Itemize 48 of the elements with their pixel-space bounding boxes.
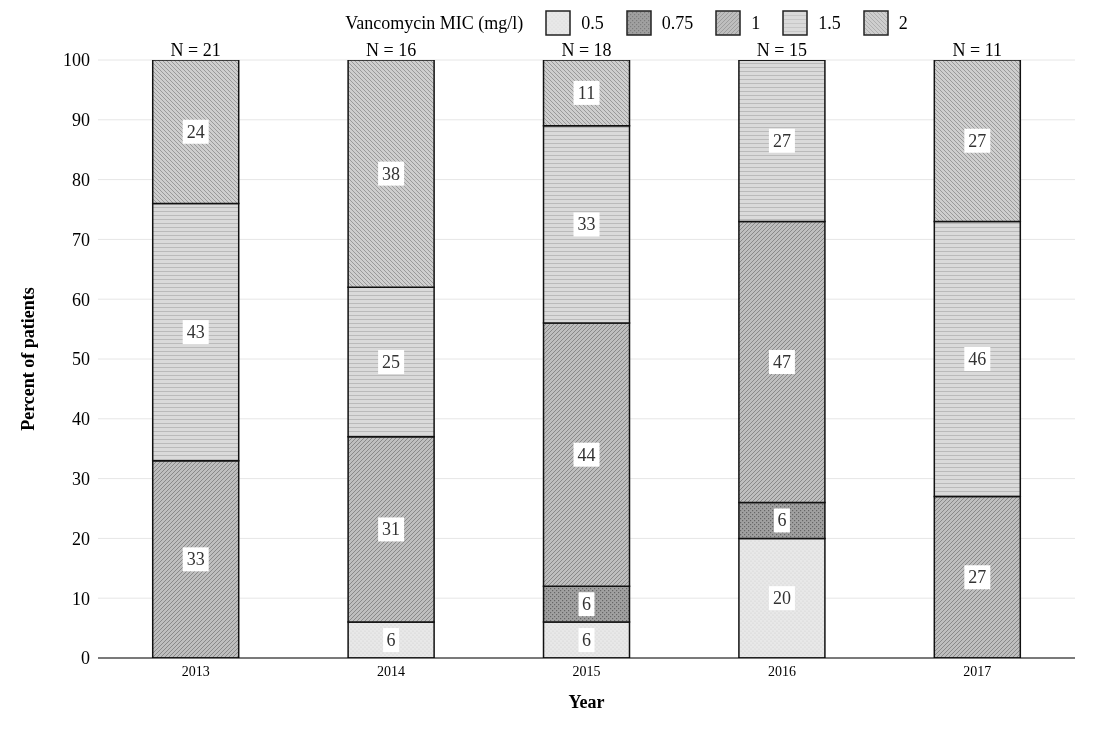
y-tick-label: 0 xyxy=(81,648,90,669)
y-axis-title: Percent of patients xyxy=(18,287,39,431)
y-tick-label: 70 xyxy=(72,229,90,250)
data-label: 6 xyxy=(386,630,396,651)
annotation: N = 15 xyxy=(756,40,807,60)
annotation: N = 21 xyxy=(170,40,221,60)
annotation: N = 18 xyxy=(561,40,612,60)
data-label: 27 xyxy=(968,567,987,588)
x-tick-label: 2015 xyxy=(572,663,601,679)
y-tick-label: 40 xyxy=(72,409,90,430)
data-label: 33 xyxy=(577,214,596,235)
y-tick-label: 50 xyxy=(72,349,90,370)
x-tick-label: 2014 xyxy=(377,663,406,679)
x-tick-label: 2016 xyxy=(767,663,796,679)
legend-label: 0.5 xyxy=(581,12,604,34)
data-label: 38 xyxy=(382,163,401,184)
legend-label: 0.75 xyxy=(661,12,694,34)
legend-label: 1 xyxy=(751,12,761,34)
y-tick-label: 90 xyxy=(72,110,90,131)
data-label: 6 xyxy=(582,594,592,615)
y-tick-label: 10 xyxy=(72,588,90,609)
data-label: 33 xyxy=(186,549,205,570)
data-label: 44 xyxy=(577,444,596,465)
data-label: 46 xyxy=(968,349,987,369)
data-label: 43 xyxy=(186,322,205,343)
data-label: 11 xyxy=(577,82,596,103)
y-tick-label: 20 xyxy=(72,528,90,549)
data-label: 25 xyxy=(382,351,401,372)
x-axis-title: Year xyxy=(568,692,605,712)
x-tick-label: 2013 xyxy=(181,663,210,679)
data-label: 24 xyxy=(186,121,205,142)
annotation: N = 16 xyxy=(366,40,417,60)
data-label: 27 xyxy=(772,130,791,151)
data-label: 20 xyxy=(772,588,791,609)
data-label: 6 xyxy=(777,510,787,531)
y-tick-label: 60 xyxy=(72,289,90,310)
data-label: 31 xyxy=(382,519,401,540)
data-label: 47 xyxy=(772,351,791,372)
x-tick-label: 2017 xyxy=(963,663,992,679)
y-tick-label: 100 xyxy=(63,50,90,71)
y-tick-label: 30 xyxy=(72,468,90,489)
legend-label: 1.5 xyxy=(818,12,841,34)
legend-title: Vancomycin MIC (mg/l) xyxy=(345,12,524,34)
legend-label: 2 xyxy=(898,12,908,34)
data-label: 6 xyxy=(582,630,592,651)
data-label: 27 xyxy=(968,130,987,151)
y-tick-label: 80 xyxy=(72,169,90,190)
annotation: N = 11 xyxy=(952,40,1003,60)
